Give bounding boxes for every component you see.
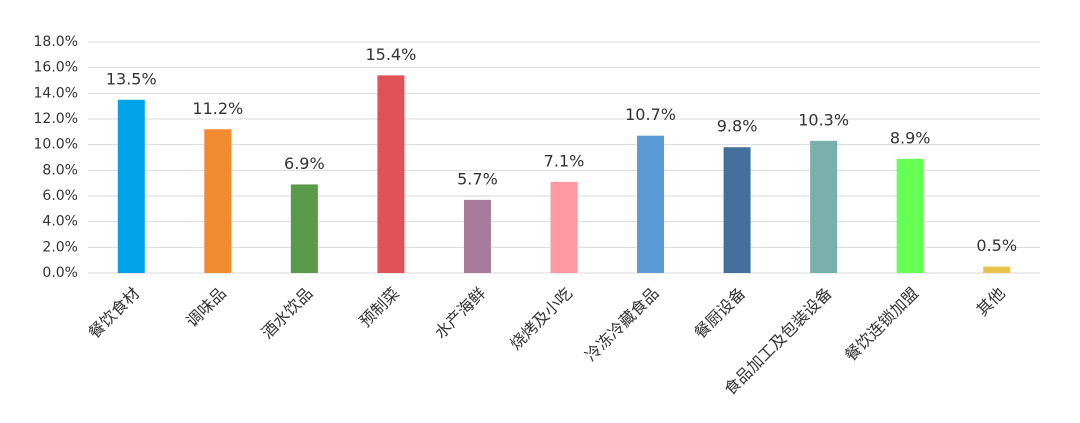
value-label: 5.7% <box>457 169 498 188</box>
bar <box>204 129 232 273</box>
x-tick-label: 酒水饮品 <box>258 284 317 343</box>
bar <box>983 266 1011 273</box>
value-label: 8.9% <box>890 128 931 147</box>
bar <box>377 75 405 273</box>
value-label: 10.7% <box>625 105 676 124</box>
value-label: 0.5% <box>976 236 1017 255</box>
x-tick-label: 预制菜 <box>356 284 403 331</box>
x-tick-label: 水产海鲜 <box>431 284 490 343</box>
value-label: 11.2% <box>192 99 243 118</box>
value-label: 13.5% <box>106 69 157 88</box>
y-tick-label: 12.0% <box>34 111 78 127</box>
y-tick-label: 18.0% <box>34 34 78 50</box>
y-tick-label: 0.0% <box>42 265 78 281</box>
value-label: 9.8% <box>717 117 758 136</box>
y-tick-label: 10.0% <box>34 137 78 153</box>
bar <box>637 135 665 273</box>
bar <box>290 184 318 273</box>
bar <box>723 147 751 273</box>
value-label: 7.1% <box>544 151 585 170</box>
bar <box>896 158 924 273</box>
bar <box>463 199 491 273</box>
bar <box>117 99 145 273</box>
y-tick-label: 6.0% <box>42 188 78 204</box>
y-tick-label: 14.0% <box>34 85 78 101</box>
x-tick-label: 调味品 <box>182 284 229 331</box>
x-tick-label: 冷冻冷藏食品 <box>581 284 662 365</box>
bar <box>550 181 578 273</box>
value-label: 6.9% <box>284 154 325 173</box>
x-tick-label: 其他 <box>973 284 1009 320</box>
y-tick-label: 2.0% <box>42 239 78 255</box>
x-tick-label: 餐厨设备 <box>690 284 749 343</box>
value-label: 15.4% <box>365 45 416 64</box>
y-tick-label: 16.0% <box>34 60 78 76</box>
x-tick-label: 烧烤及小吃 <box>506 284 576 354</box>
x-tick-label: 餐饮食材 <box>85 284 144 343</box>
x-tick-label: 餐饮连锁加盟 <box>841 284 922 365</box>
bar <box>810 140 838 273</box>
y-tick-label: 4.0% <box>42 214 78 230</box>
y-tick-label: 8.0% <box>42 162 78 178</box>
value-label: 10.3% <box>798 110 849 129</box>
